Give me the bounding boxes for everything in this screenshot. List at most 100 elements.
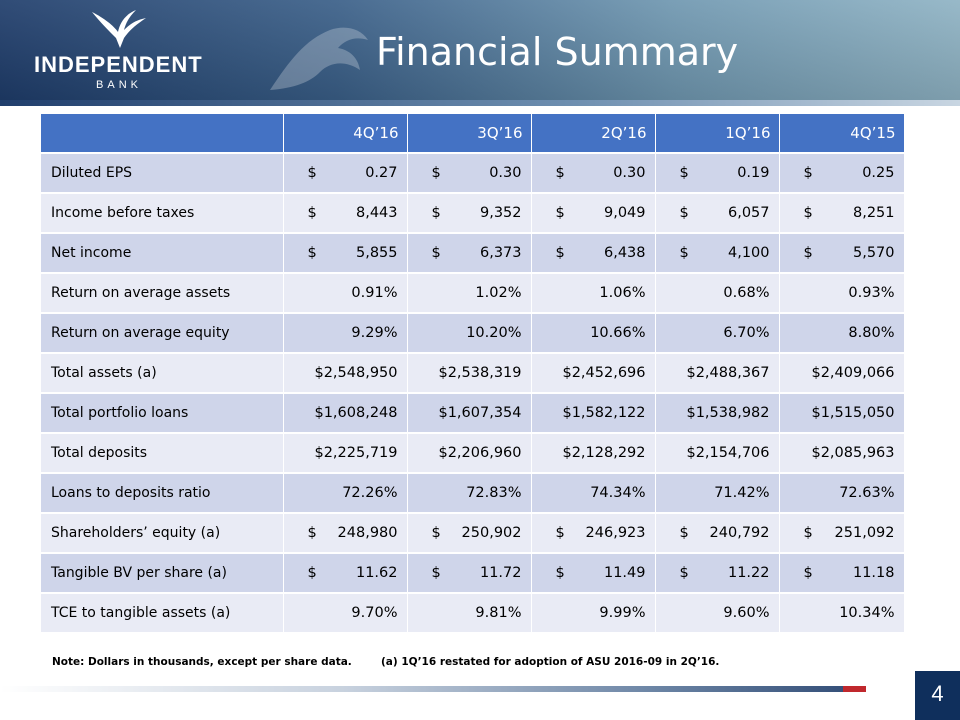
column-header: 1Q’16 — [655, 114, 780, 153]
cell-value: 74.34% — [590, 485, 646, 501]
cell-value: 1.06% — [599, 285, 646, 301]
cell-content: 72.83% — [408, 485, 531, 501]
cell-value: 8,251 — [852, 205, 895, 221]
cell-value: 6,057 — [727, 205, 770, 221]
table-cell: $11.72 — [407, 552, 532, 593]
cell-content: 10.66% — [532, 325, 655, 341]
cell-value: $2,128,292 — [562, 445, 646, 461]
row-label: Tangible BV per share (a) — [41, 552, 284, 593]
table-cell: $6,373 — [407, 232, 532, 273]
cell-value: 4,100 — [727, 245, 770, 261]
cell-value: 9,352 — [479, 205, 522, 221]
table-cell: $1,608,248 — [283, 392, 408, 433]
logo-subtitle: BANK — [96, 79, 142, 91]
table-row: Total portfolio loans $1,608,248 $1,607,35… — [41, 392, 905, 433]
table-cell: $8,251 — [779, 192, 905, 233]
cell-value: 0.68% — [723, 285, 770, 301]
cell-content: $2,409,066 — [780, 365, 904, 381]
cell-value: 11.22 — [727, 565, 770, 581]
cell-content: 74.34% — [532, 485, 655, 501]
table-cell: 1.02% — [407, 272, 532, 313]
cell-content: $246,923 — [532, 525, 655, 541]
cell-content: $2,538,319 — [408, 365, 531, 381]
table-cell: 72.63% — [779, 472, 905, 513]
cell-content: $5,855 — [284, 245, 407, 261]
cell-content: 72.63% — [780, 485, 904, 501]
cell-value: 10.34% — [839, 605, 895, 621]
currency-symbol: $ — [431, 565, 441, 581]
table-cell: 10.66% — [531, 312, 656, 353]
currency-symbol: $ — [679, 205, 689, 221]
cell-content: 9.60% — [656, 605, 779, 621]
cell-value: $1,582,122 — [562, 405, 646, 421]
table-cell: $4,100 — [655, 232, 780, 273]
table-cell: $2,488,367 — [655, 352, 780, 393]
currency-symbol: $ — [431, 245, 441, 261]
cell-content: 10.20% — [408, 325, 531, 341]
cell-content: 9.81% — [408, 605, 531, 621]
row-label: Loans to deposits ratio — [41, 472, 284, 513]
table-cell: 9.70% — [283, 592, 408, 632]
cell-value: $1,608,248 — [314, 405, 398, 421]
cell-content: $6,373 — [408, 245, 531, 261]
cell-value: $2,154,706 — [686, 445, 770, 461]
table-cell: $9,049 — [531, 192, 656, 233]
table-cell: $1,515,050 — [779, 392, 905, 433]
table-cell: 10.20% — [407, 312, 532, 353]
cell-value: $2,548,950 — [314, 365, 398, 381]
table-row: TCE to tangible assets (a) 9.70% 9.81% 9.99… — [41, 592, 905, 632]
table-cell: $0.30 — [407, 152, 532, 193]
cell-value: 240,792 — [709, 525, 770, 541]
cell-content: $1,582,122 — [532, 405, 655, 421]
table-cell: 9.60% — [655, 592, 780, 632]
table-cell: $0.30 — [531, 152, 656, 193]
currency-symbol: $ — [431, 525, 441, 541]
cell-value: 0.27 — [365, 165, 398, 181]
cell-content: $9,049 — [532, 205, 655, 221]
cell-content: 9.70% — [284, 605, 407, 621]
currency-symbol: $ — [555, 165, 565, 181]
cell-content: $9,352 — [408, 205, 531, 221]
table-cell: $2,452,696 — [531, 352, 656, 393]
row-label: Return on average equity — [41, 312, 284, 353]
cell-value: 72.83% — [466, 485, 522, 501]
table-row: Net income $5,855 $6,373 $6,438 $4,100 $5,570 — [41, 232, 905, 273]
table-cell: 6.70% — [655, 312, 780, 353]
table-row: Shareholders’ equity (a) $248,980 $250,902… — [41, 512, 905, 553]
footnote-restatement: (a) 1Q’16 restated for adoption of ASU 2… — [381, 656, 720, 668]
table-row: Tangible BV per share (a) $11.62 $11.72 $11… — [41, 552, 905, 593]
cell-content: 10.34% — [780, 605, 904, 621]
cell-content: $250,902 — [408, 525, 531, 541]
column-header: 2Q’16 — [531, 114, 656, 153]
cell-content: $4,100 — [656, 245, 779, 261]
table-row: Return on average equity 9.29% 10.20% 10.66… — [41, 312, 905, 353]
currency-symbol: $ — [803, 205, 813, 221]
table-header-row: 4Q’16 3Q’16 2Q’16 1Q’16 4Q’15 — [41, 114, 905, 153]
table-cell: $2,206,960 — [407, 432, 532, 473]
eagle-watermark-icon — [270, 27, 368, 91]
table-row: Diluted EPS $0.27 $0.30 $0.30 $0.19 $0.25 — [41, 152, 905, 193]
currency-symbol: $ — [431, 165, 441, 181]
cell-value: 1.02% — [475, 285, 522, 301]
cell-value: 10.20% — [466, 325, 522, 341]
cell-content: $0.27 — [284, 165, 407, 181]
cell-content: $0.30 — [408, 165, 531, 181]
cell-value: 10.66% — [590, 325, 646, 341]
table-cell: $240,792 — [655, 512, 780, 553]
cell-value: $2,225,719 — [314, 445, 398, 461]
row-label-header — [41, 114, 284, 153]
cell-value: 246,923 — [585, 525, 646, 541]
table-cell: $6,438 — [531, 232, 656, 273]
table-row: Total assets (a) $2,548,950 $2,538,319 $2,4… — [41, 352, 905, 393]
footnote-units: Note: Dollars in thousands, except per s… — [52, 656, 352, 668]
currency-symbol: $ — [307, 525, 317, 541]
table-row: Return on average assets 0.91% 1.02% 1.06% 0… — [41, 272, 905, 313]
cell-content: 0.91% — [284, 285, 407, 301]
currency-symbol: $ — [555, 205, 565, 221]
table-cell: 72.83% — [407, 472, 532, 513]
cell-value: $1,607,354 — [438, 405, 522, 421]
currency-symbol: $ — [679, 245, 689, 261]
currency-symbol: $ — [803, 245, 813, 261]
column-header: 4Q’16 — [283, 114, 408, 153]
cell-value: 5,855 — [355, 245, 398, 261]
